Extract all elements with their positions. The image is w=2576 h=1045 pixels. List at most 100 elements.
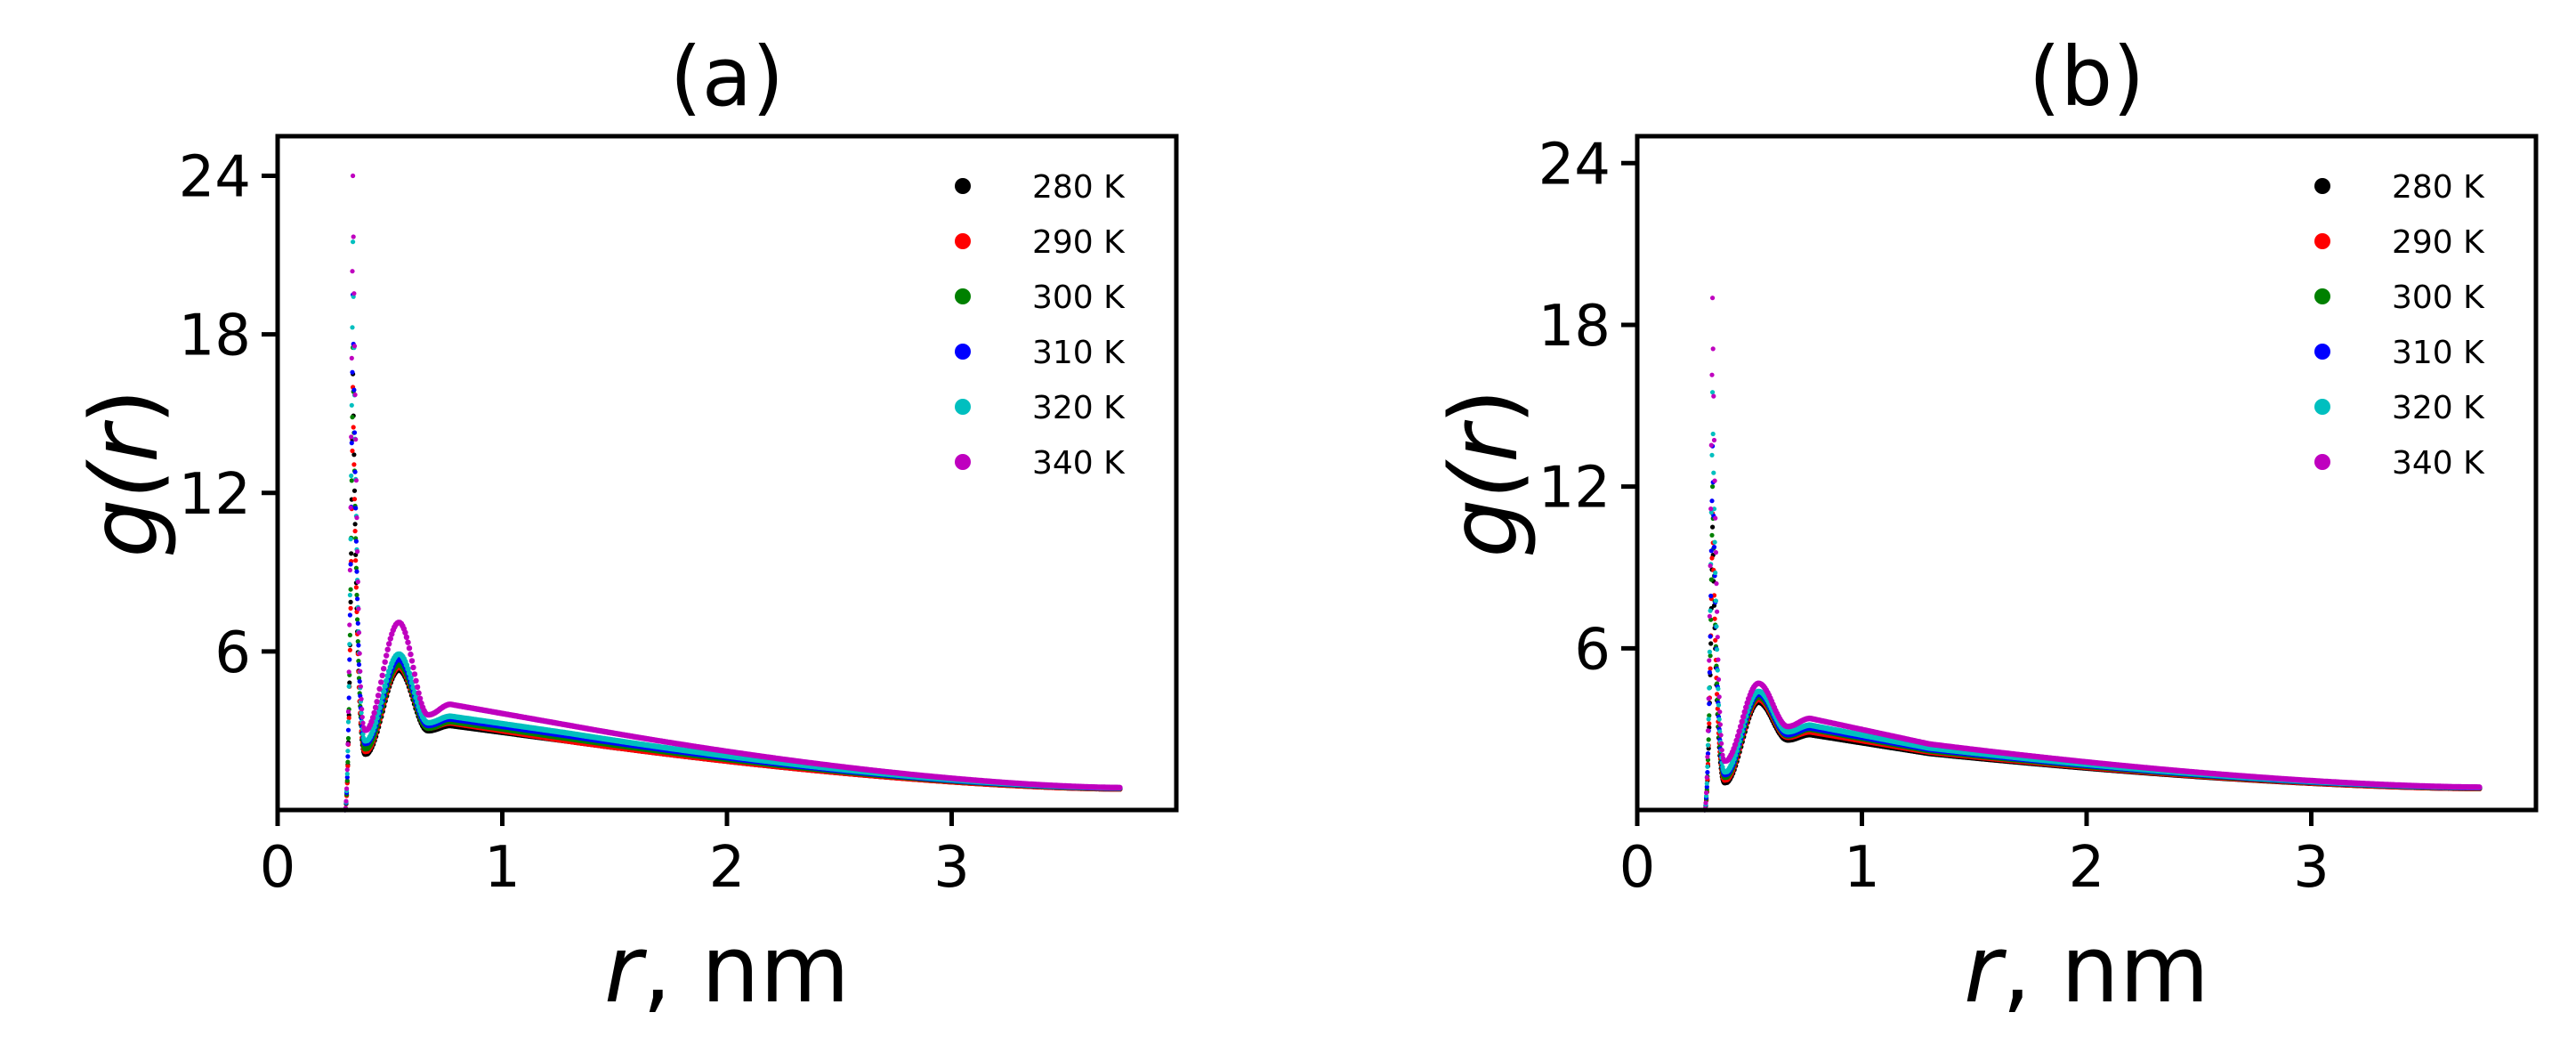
data-point <box>357 678 362 685</box>
data-point <box>358 668 363 674</box>
data-point <box>344 786 350 791</box>
data-point <box>352 529 358 534</box>
data-point <box>349 402 354 408</box>
x-tick-label: 1 <box>484 835 521 901</box>
data-point <box>1706 737 1711 742</box>
data-point <box>378 679 384 685</box>
legend-label: 280 K <box>1032 169 1126 206</box>
data-point <box>348 562 353 567</box>
data-point <box>352 392 358 398</box>
data-point <box>403 634 410 640</box>
y-axis-label-func: g( <box>70 458 179 557</box>
data-point <box>346 669 351 675</box>
data-point <box>406 670 413 676</box>
data-point <box>353 437 359 442</box>
y-axis-label-var: r <box>70 419 179 463</box>
data-point <box>344 778 350 783</box>
data-point <box>347 592 352 598</box>
data-point <box>387 636 393 642</box>
data-point <box>344 774 350 780</box>
x-axis-label-var: r <box>604 915 648 1024</box>
series-300-k <box>343 344 1123 813</box>
data-point <box>375 709 382 717</box>
data-point <box>347 567 352 573</box>
data-point <box>382 683 388 689</box>
data-point <box>353 506 359 511</box>
data-point <box>344 767 350 773</box>
data-point <box>381 666 387 672</box>
data-point <box>360 732 366 737</box>
legend-marker <box>955 454 971 470</box>
x-axis-label: r, nm <box>604 915 850 1024</box>
data-point <box>405 639 411 645</box>
data-point <box>384 646 391 652</box>
legend-label: 340 K <box>1032 445 1126 482</box>
data-point <box>351 234 356 239</box>
data-point <box>356 662 362 668</box>
data-point <box>349 473 354 479</box>
data-point <box>346 695 351 701</box>
data-point <box>386 641 392 647</box>
data-point <box>351 497 358 502</box>
data-point <box>379 672 385 678</box>
data-point <box>347 642 352 647</box>
data-point <box>352 469 358 474</box>
data-point <box>356 659 361 664</box>
data-point <box>351 452 357 458</box>
data-point <box>349 434 354 440</box>
data-point <box>351 425 356 430</box>
data-point <box>348 587 353 592</box>
data-point <box>345 741 351 747</box>
data-point <box>416 690 422 696</box>
data-point <box>411 671 418 677</box>
x-axis-label-unit: , nm <box>642 915 850 1024</box>
data-point <box>353 478 359 483</box>
data-point <box>352 522 358 527</box>
data-point <box>359 710 364 716</box>
data-point <box>345 759 351 765</box>
data-point <box>348 599 353 605</box>
data-point <box>372 704 379 710</box>
data-point <box>360 720 366 725</box>
data-point <box>348 537 353 542</box>
data-point <box>406 645 413 652</box>
data-point <box>359 715 365 720</box>
data-point <box>356 643 361 648</box>
data-point <box>351 291 357 296</box>
legend-label: 300 K <box>1032 279 1126 316</box>
series-310-k <box>343 292 1123 813</box>
data-point <box>354 592 359 598</box>
data-point <box>346 716 351 721</box>
series-340-k <box>343 173 1123 813</box>
data-point <box>1709 555 1715 561</box>
data-point <box>402 629 408 636</box>
data-point <box>347 680 352 685</box>
data-point <box>345 719 351 725</box>
data-point <box>1712 616 1717 621</box>
data-point <box>356 606 361 612</box>
data-point <box>410 664 416 671</box>
data-point <box>1708 577 1714 582</box>
series-280-k <box>343 371 1123 813</box>
data-point <box>355 579 360 585</box>
data-point <box>346 684 351 689</box>
data-point <box>408 651 414 658</box>
data-point <box>345 727 351 733</box>
data-point <box>349 441 354 446</box>
data-point <box>359 707 365 712</box>
data-point <box>351 488 358 493</box>
series-290-k <box>343 385 1123 813</box>
data-point <box>355 549 360 555</box>
legend-marker <box>955 399 971 415</box>
data-point <box>1707 721 1712 726</box>
data-point <box>353 539 359 544</box>
data-point <box>351 239 356 245</box>
data-point <box>359 696 364 701</box>
legend-label: 290 K <box>1032 224 1126 261</box>
legend-marker <box>955 288 971 304</box>
y-tick-label: 24 <box>179 145 251 211</box>
data-point <box>413 677 419 684</box>
